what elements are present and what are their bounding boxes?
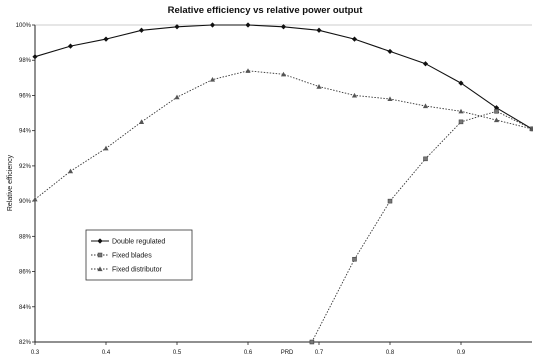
legend-marker-double-regulated (97, 238, 103, 244)
data-point-fixed-distributor (32, 196, 38, 202)
data-point-double-regulated (32, 54, 38, 60)
legend-marker-fixed-blades (97, 252, 103, 258)
y-tick-label: 82% (19, 340, 32, 346)
data-point-fixed-blades (494, 109, 499, 114)
prd-annotation: PRD (281, 350, 294, 356)
legend-marker-fixed-distributor (97, 266, 103, 272)
series-fixed-blades (309, 109, 533, 345)
y-tick-group: 82% 84% 86% 88% 90% 92% 94% 96% 98% 100% (16, 23, 35, 346)
data-point-double-regulated (458, 80, 464, 86)
series-fixed-distributor (32, 68, 533, 202)
data-point-fixed-blades (352, 256, 357, 262)
data-point-double-regulated (316, 27, 322, 33)
x-tick-label: 0.5 (173, 350, 182, 356)
data-point-double-regulated (103, 36, 109, 42)
data-point-fixed-distributor (209, 76, 216, 82)
series-line-fixed-distributor (34, 70, 533, 200)
data-point-fixed-blades (458, 119, 464, 125)
x-tick-label: 0.9 (457, 350, 466, 356)
x-tick-label: 0.7 (315, 350, 324, 356)
data-point-fixed-blades (309, 339, 315, 345)
data-point-fixed-distributor (387, 96, 393, 102)
y-axis-title: Relative efficiency (7, 154, 14, 211)
y-tick-label: 92% (19, 164, 32, 170)
y-tick-label: 90% (19, 199, 32, 205)
data-point-fixed-blades (423, 156, 428, 162)
data-point-double-regulated (351, 36, 358, 42)
y-tick-label: 98% (19, 58, 32, 64)
data-point-fixed-distributor (280, 71, 287, 77)
data-point-double-regulated (245, 22, 251, 28)
data-point-fixed-distributor (529, 126, 533, 131)
y-tick-label: 84% (19, 305, 32, 311)
y-tick-label: 100% (16, 23, 32, 29)
data-point-fixed-distributor (138, 119, 145, 124)
data-point-double-regulated (138, 27, 145, 33)
series-layer (32, 22, 533, 345)
data-point-fixed-distributor (174, 94, 180, 100)
x-tick-label: 0.6 (244, 350, 253, 356)
data-point-double-regulated (422, 61, 429, 67)
data-point-fixed-distributor (245, 68, 251, 73)
x-tick-group: 0.3 0.4 0.5 0.6 0.7 0.8 0.9 (31, 342, 466, 356)
legend-label-double-regulated: Double regulated (112, 239, 165, 246)
data-point-double-regulated (209, 22, 216, 28)
data-point-double-regulated (280, 24, 287, 30)
legend-label-fixed-distributor: Fixed distributor (112, 267, 162, 274)
data-point-fixed-distributor (67, 168, 74, 174)
x-tick-label: 0.4 (102, 350, 111, 356)
data-point-double-regulated (174, 24, 180, 30)
legend: Double regulated Fixed blades Fixed distri… (85, 229, 193, 281)
data-point-fixed-distributor (351, 92, 358, 98)
data-point-double-regulated (387, 48, 393, 55)
x-tick-label: 0.8 (386, 350, 395, 356)
data-point-fixed-distributor (493, 117, 500, 123)
y-tick-label: 94% (19, 129, 32, 135)
data-point-fixed-distributor (422, 103, 429, 109)
legend-label-fixed-blades: Fixed blades (112, 253, 152, 260)
x-tick-label: 0.3 (31, 350, 40, 356)
chart-title: Relative efficiency vs relative power ou… (168, 5, 364, 16)
y-tick-label: 88% (19, 234, 32, 240)
data-point-fixed-distributor (103, 145, 109, 151)
data-point-fixed-distributor (458, 108, 464, 114)
data-point-double-regulated (67, 43, 74, 49)
y-tick-label: 96% (19, 93, 32, 99)
data-point-fixed-distributor (316, 84, 322, 89)
y-tick-label: 86% (19, 270, 32, 276)
data-point-fixed-blades (387, 198, 393, 204)
